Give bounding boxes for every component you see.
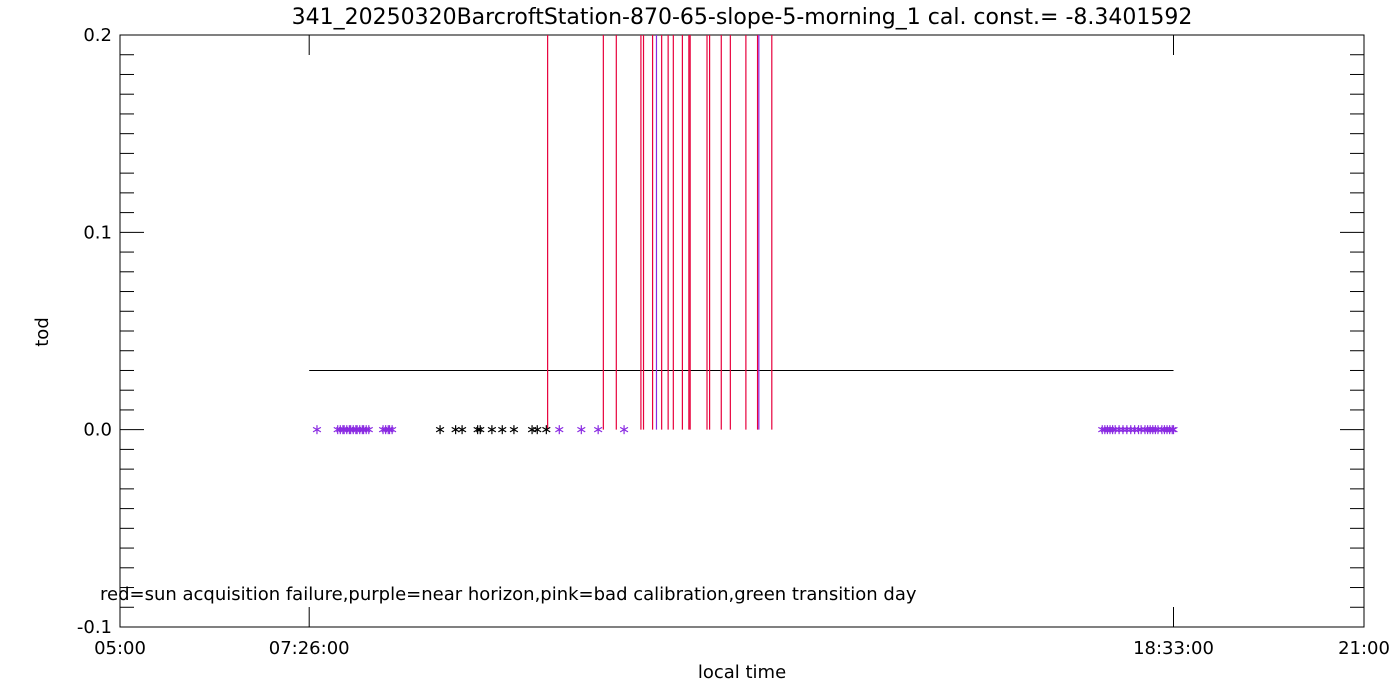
data-point-purple xyxy=(364,425,374,435)
data-point-purple xyxy=(1122,425,1132,435)
legend-annotation: red=sun acquisition failure,purple=near … xyxy=(100,584,917,605)
data-point-purple xyxy=(1130,425,1139,435)
data-point-black xyxy=(435,425,445,435)
data-point-purple xyxy=(1168,425,1177,435)
data-point-purple xyxy=(1118,425,1128,435)
plot-frame xyxy=(119,34,1365,628)
data-point-purple xyxy=(577,425,586,435)
data-point-purple xyxy=(1136,425,1146,435)
data-point-purple xyxy=(1114,425,1124,435)
chart-title: 341_20250320BarcroftStation-870-65-slope… xyxy=(292,5,1193,30)
data-point-purple xyxy=(351,425,361,435)
plot-border xyxy=(119,34,1365,628)
data-point-purple xyxy=(555,425,564,435)
data-point-black xyxy=(457,425,467,435)
data-point-purple xyxy=(358,425,367,435)
data-point-black xyxy=(451,425,460,435)
data-point-purple xyxy=(345,425,354,435)
data-point-purple xyxy=(387,425,397,435)
data-point-purple xyxy=(312,425,322,435)
data-point-purple xyxy=(1169,425,1178,435)
data-point-purple xyxy=(338,425,348,435)
data-point-black xyxy=(498,425,507,435)
y-axis-label: tod xyxy=(32,317,53,347)
data-points xyxy=(312,425,1178,435)
data-point-purple xyxy=(1110,425,1120,435)
data-point-black xyxy=(542,425,551,435)
y-tick-label: 0.1 xyxy=(83,222,112,243)
data-point-black xyxy=(476,425,485,435)
data-point-purple xyxy=(1126,425,1135,435)
y-tick-label: 0.2 xyxy=(83,25,112,46)
data-point-black xyxy=(527,425,537,435)
data-point-purple xyxy=(593,425,603,435)
data-point-black xyxy=(487,425,497,435)
x-tick-label: 21:00 xyxy=(1338,638,1390,659)
x-axis-label: local time xyxy=(698,662,786,683)
y-axis: -0.1 0.0 0.1 0.2 xyxy=(77,25,1364,638)
data-point-purple xyxy=(384,425,393,435)
x-tick-label: 05:00 xyxy=(94,638,146,659)
data-point-black xyxy=(533,425,542,435)
vertical-lines xyxy=(547,35,773,430)
x-tick-label: 18:33:00 xyxy=(1133,638,1214,659)
x-tick-label: 07:26:00 xyxy=(269,638,350,659)
data-point-purple xyxy=(1153,425,1163,435)
data-point-purple xyxy=(619,425,629,435)
x-axis: 05:00 07:26:00 18:33:00 21:00 xyxy=(94,35,1390,659)
data-point-black xyxy=(509,425,519,435)
y-tick-label: 0.0 xyxy=(83,420,112,441)
y-tick-label: -0.1 xyxy=(77,617,112,638)
